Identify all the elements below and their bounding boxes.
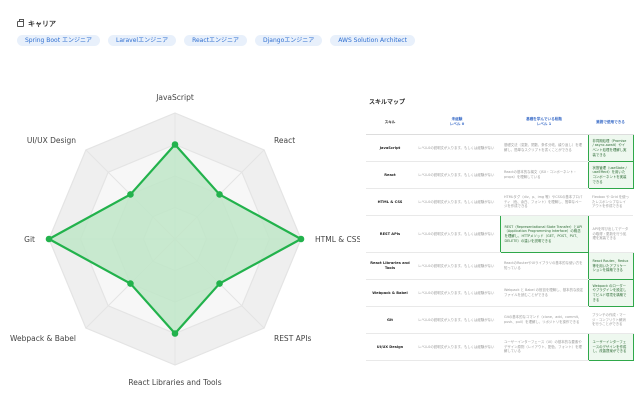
skill-name: HTML & CSS xyxy=(366,188,414,216)
radar-axis-label: Webpack & Babel xyxy=(10,334,76,343)
radar-axis-label: REST APIs xyxy=(274,334,312,343)
level-2-cell: Flexbox や Grid を使ったレスポンシブなレイアウトを作成できる xyxy=(588,188,633,216)
radar-point xyxy=(216,280,223,287)
header-level-0: 未経験 レベル 0 xyxy=(414,110,500,135)
skill-name: React xyxy=(366,161,414,189)
level-2-cell: APIを呼び出してデータの取得・更新を行う処理を実装できる xyxy=(588,215,633,253)
skill-radar-chart: JavaScript React HTML & CSS REST APIs React … xyxy=(10,93,360,387)
skill-map-title: スキルマップ xyxy=(369,99,406,106)
table-row: JavaScript レベル0の説明文が入ります。もしくは経験がない 基礎文法（変数… xyxy=(366,134,634,162)
table-row: HTML & CSS レベル0の説明文が入ります。もしくは経験がない HTMLタグ（… xyxy=(366,188,633,216)
career-chips: Spring Boot エンジニア Laravelエンジニア Reactエンジニア D… xyxy=(17,35,415,46)
level-0-cell: レベル0の説明文が入ります。もしくは経験がない xyxy=(414,279,500,307)
radar-point xyxy=(127,191,134,198)
skill-name: REST APIs xyxy=(366,215,414,253)
radar-axis-label: React Libraries and Tools xyxy=(128,378,221,387)
level-0-cell: レベル0の説明文が入ります。もしくは経験がない xyxy=(414,161,500,189)
level-0-cell: レベル0の説明文が入ります。もしくは経験がない xyxy=(414,306,500,334)
level-2-cell: ユーザーインターフェースのデザインを作成し、改善提案ができる xyxy=(587,333,634,361)
table-row: REST APIs レベル0の説明文が入ります。もしくは経験がない REST（Rep… xyxy=(366,215,633,253)
career-title: キャリア xyxy=(28,20,56,28)
radar-point xyxy=(297,235,305,243)
level-0-cell: レベル0の説明文が入ります。もしくは経験がない xyxy=(414,333,500,361)
table-row: Webpack & Babel レベル0の説明文が入ります。もしくは経験がない We… xyxy=(366,279,634,307)
level-0-cell: レベル0の説明文が入ります。もしくは経験がない xyxy=(414,215,500,253)
level-0-cell: レベル0の説明文が入ります。もしくは経験がない xyxy=(414,134,500,162)
level-2-cell: Webpack のローダーやプラグインを設定してビルド環境を構築できる xyxy=(587,279,634,307)
level-0-cell: レベル0の説明文が入ります。もしくは経験がない xyxy=(414,252,500,280)
level-1-cell: Reactの基本的な構文（JSX・コンポーネント・props）を理解している xyxy=(500,161,588,189)
career-chip[interactable]: AWS Solution Architect xyxy=(330,35,415,46)
table-row: React レベル0の説明文が入ります。もしくは経験がない Reactの基本的な構文… xyxy=(366,161,634,189)
level-2-cell: ブランチの作成・マージ・コンフリクト解消を行うことができる xyxy=(588,306,633,334)
skill-name: JavaScript xyxy=(366,134,414,162)
radar-point xyxy=(127,280,134,287)
radar-axis-label: JavaScript xyxy=(155,93,194,102)
header-skill: スキル xyxy=(366,110,414,135)
radar-axis-label: UI/UX Design xyxy=(27,136,76,145)
skill-map-table: スキル 未経験 レベル 0 基礎を学んでいる段階 レベル 1 業務で使用できる Ja… xyxy=(366,110,634,361)
radar-axis-label: HTML & CSS xyxy=(315,235,360,244)
radar-point xyxy=(45,235,53,243)
radar-point xyxy=(216,191,223,198)
level-1-cell: ReactのRouterやUIライブラリの基本的な使い方を知っている xyxy=(500,252,588,280)
level-1-cell: ユーザーインターフェース（UI）の基本的な要素やデザイン原則（レイアウト、配色、… xyxy=(500,333,588,361)
skill-map-header-row: スキル 未経験 レベル 0 基礎を学んでいる段階 レベル 1 業務で使用できる xyxy=(366,110,633,135)
level-1-cell: Gitの基本的なコマンド（clone、add、commit、push、pull）… xyxy=(500,306,588,334)
skill-name: Git xyxy=(366,306,414,334)
skill-name: React Libraries and Tools xyxy=(366,252,414,280)
briefcase-icon xyxy=(17,19,24,27)
radar-axis-label: Git xyxy=(24,235,35,244)
radar-axis-label: React xyxy=(274,136,295,145)
header-level-2: 業務で使用できる xyxy=(588,110,633,135)
radar-point xyxy=(171,330,179,337)
table-row: React Libraries and Tools レベル0の説明文が入ります。も… xyxy=(366,252,634,280)
skill-name: UI/UX Design xyxy=(366,333,414,361)
level-2-cell: React Router、Redux 等を用いたアプリケーションを構築できる xyxy=(587,252,634,280)
level-0-cell: レベル0の説明文が入ります。もしくは経験がない xyxy=(414,188,500,216)
table-row: UI/UX Design レベル0の説明文が入ります。もしくは経験がない ユーザーイ… xyxy=(366,333,634,361)
level-1-cell: Webpack と Babel の役割を理解し、基本的な設定ファイルを読むことが… xyxy=(500,279,588,307)
header-level-1: 基礎を学んでいる段階 レベル 1 xyxy=(500,110,588,135)
career-header: キャリア xyxy=(17,19,56,29)
career-chip[interactable]: Djangoエンジニア xyxy=(255,35,323,46)
level-2-cell: 状態管理（useState / useEffect）を用いたコンポーネントを実装… xyxy=(587,161,634,189)
level-1-cell: 基礎文法（変数、関数、条件分岐、繰り返し）を理解し、簡単なスクリプトを書くことが… xyxy=(500,134,588,162)
radar-point xyxy=(171,141,179,148)
career-chip[interactable]: Reactエンジニア xyxy=(184,35,247,46)
level-1-cell: REST（Representational State Transfer）とAP… xyxy=(499,215,589,253)
skill-name: Webpack & Babel xyxy=(366,279,414,307)
level-2-cell: 非同期処理（Promise / async-await）やイベント処理を理解し実… xyxy=(587,134,634,162)
career-chip[interactable]: Laravelエンジニア xyxy=(108,35,177,46)
table-row: Git レベル0の説明文が入ります。もしくは経験がない Gitの基本的なコマンド（c… xyxy=(366,306,633,334)
level-1-cell: HTMLタグ（div、p、img 等）やCSSの基本プロパティ（色、余白、フォン… xyxy=(500,188,588,216)
career-chip[interactable]: Spring Boot エンジニア xyxy=(17,35,100,46)
